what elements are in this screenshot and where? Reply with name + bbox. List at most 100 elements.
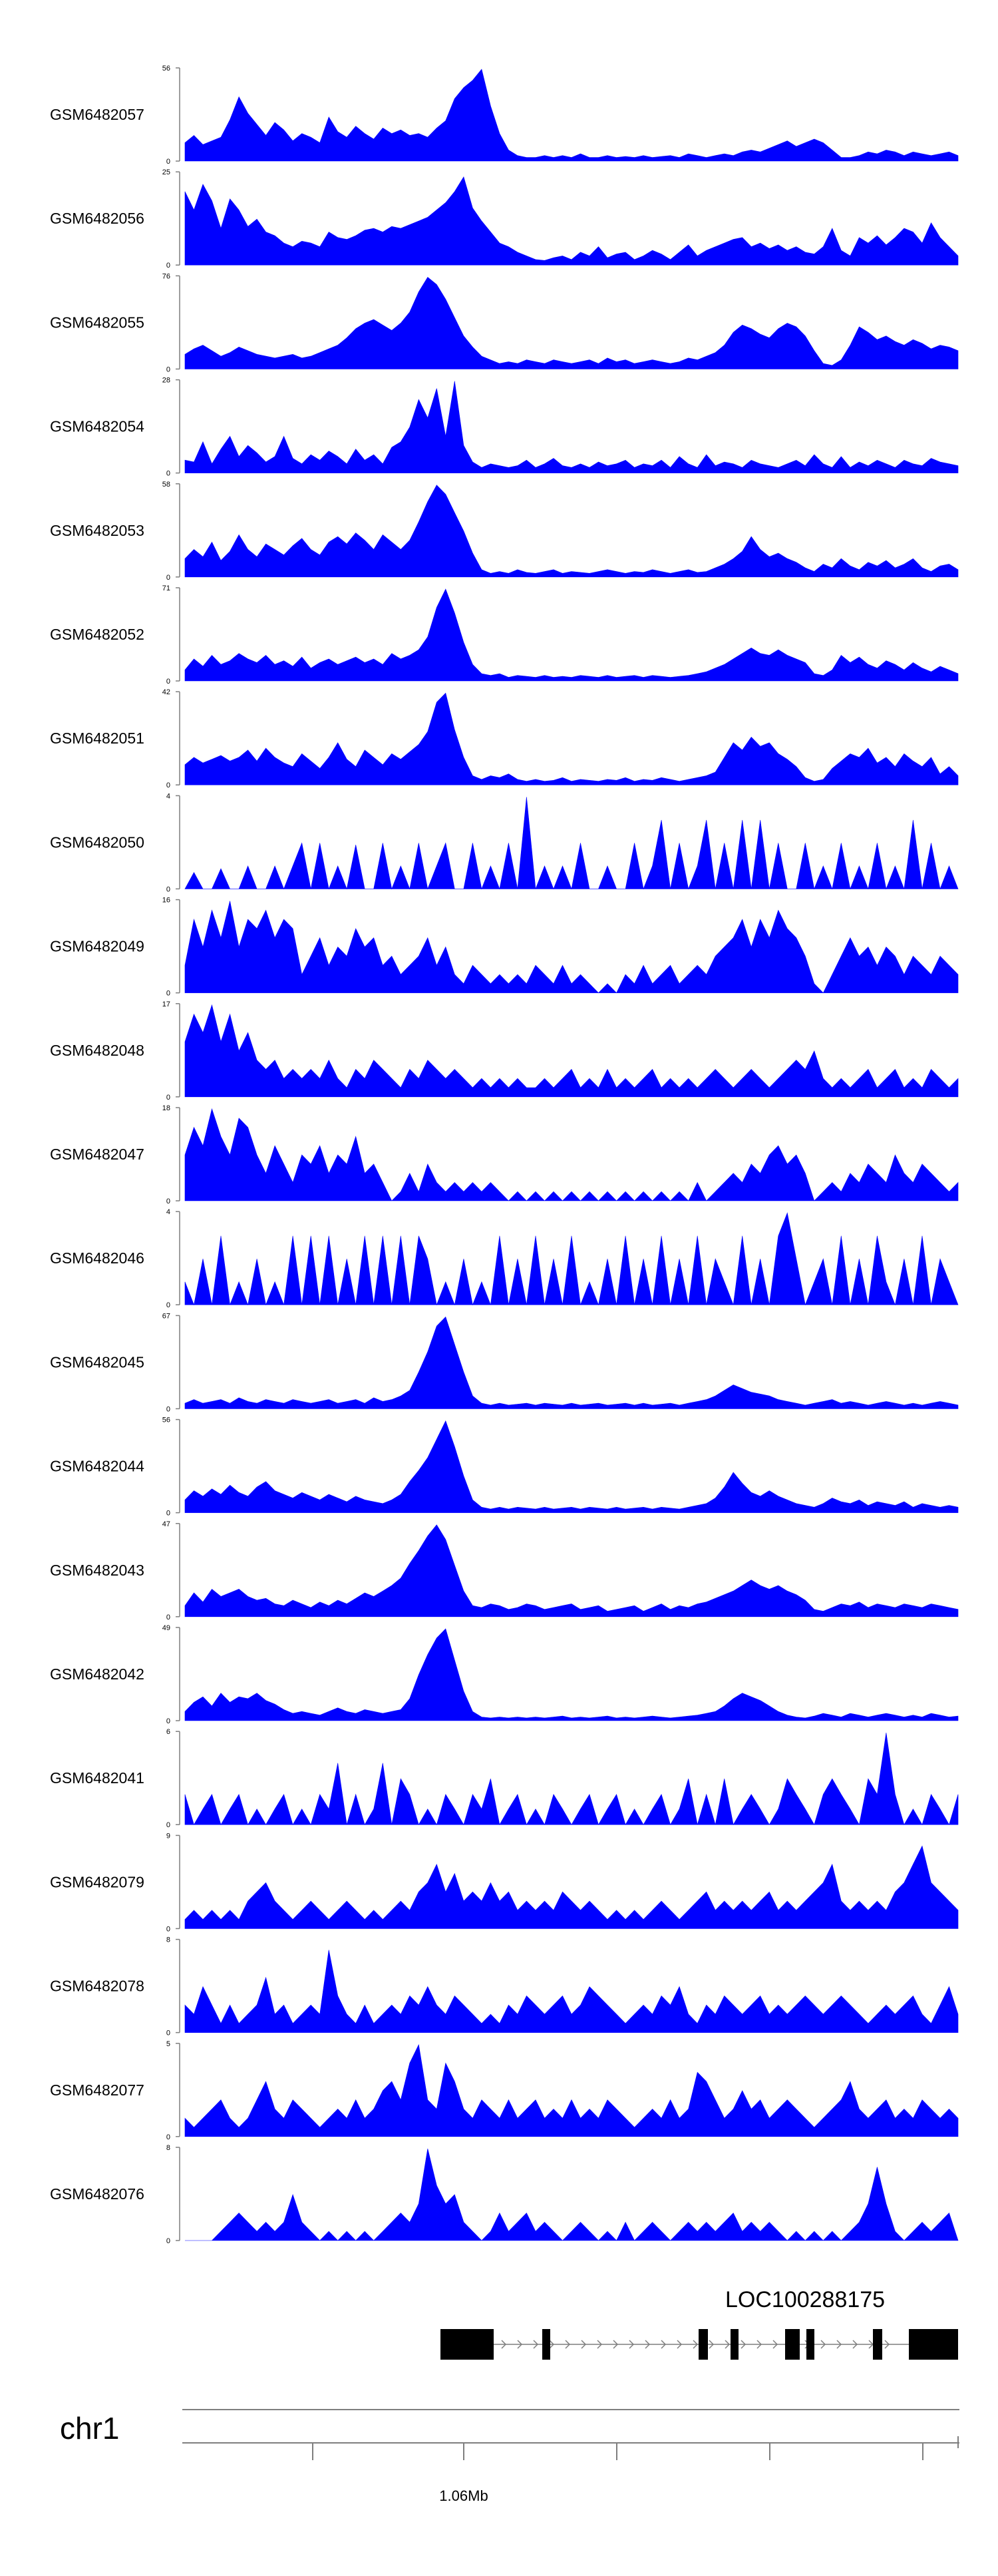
strand-arrow bbox=[517, 2340, 523, 2349]
track-label: GSM6482050 bbox=[50, 833, 144, 851]
track-y-min-label: 0 bbox=[166, 1821, 170, 1829]
track-GSM6482054: GSM6482054 28 0 bbox=[50, 377, 959, 478]
track-y-min-label: 0 bbox=[166, 1405, 170, 1413]
gene-track: LOC100288175 bbox=[440, 2287, 958, 2360]
coverage-area bbox=[184, 901, 959, 994]
strand-arrow bbox=[501, 2340, 507, 2349]
strand-arrow bbox=[756, 2340, 762, 2349]
track-y-max-label: 67 bbox=[162, 1312, 170, 1320]
track-y-max-label: 56 bbox=[162, 1416, 170, 1424]
track-GSM6482077: GSM6482077 5 0 bbox=[50, 2040, 959, 2141]
strand-arrow bbox=[884, 2340, 890, 2349]
strand-arrow bbox=[645, 2340, 651, 2349]
track-y-min-label: 0 bbox=[166, 885, 170, 893]
strand-arrow bbox=[549, 2340, 555, 2349]
strand-arrow bbox=[661, 2340, 667, 2349]
track-y-max-label: 5 bbox=[166, 2040, 170, 2048]
chromosome-label: chr1 bbox=[60, 2411, 119, 2446]
gene-name: LOC100288175 bbox=[725, 2287, 885, 2312]
track-GSM6482043: GSM6482043 47 0 bbox=[50, 1520, 959, 1621]
track-y-min-label: 0 bbox=[166, 158, 170, 166]
track-GSM6482076: GSM6482076 8 0 bbox=[50, 2144, 959, 2245]
track-y-max-label: 76 bbox=[162, 272, 170, 280]
track-y-max-label: 8 bbox=[166, 2144, 170, 2152]
track-y-max-label: 58 bbox=[162, 481, 170, 489]
coverage-area bbox=[184, 1004, 959, 1098]
track-label: GSM6482052 bbox=[50, 626, 144, 643]
gene-exon bbox=[806, 2329, 814, 2360]
coverage-area bbox=[184, 176, 959, 266]
track-y-min-label: 0 bbox=[166, 2030, 170, 2038]
track-GSM6482045: GSM6482045 67 0 bbox=[50, 1312, 959, 1413]
track-y-max-label: 49 bbox=[162, 1624, 170, 1632]
track-GSM6482052: GSM6482052 71 0 bbox=[50, 584, 959, 686]
track-label: GSM6482043 bbox=[50, 1562, 144, 1579]
coverage-area bbox=[184, 797, 959, 890]
track-y-min-label: 0 bbox=[166, 2237, 170, 2245]
strand-arrow bbox=[565, 2340, 571, 2349]
track-GSM6482050: GSM6482050 4 0 bbox=[50, 792, 959, 893]
track-label: GSM6482045 bbox=[50, 1353, 144, 1371]
track-label: GSM6482042 bbox=[50, 1665, 144, 1683]
track-y-max-label: 4 bbox=[166, 1208, 170, 1216]
gene-exon bbox=[731, 2329, 739, 2360]
coverage-area bbox=[184, 692, 959, 785]
track-label: GSM6482057 bbox=[50, 106, 144, 123]
track-label: GSM6482041 bbox=[50, 1769, 144, 1787]
gene-model bbox=[440, 2329, 958, 2360]
track-y-min-label: 0 bbox=[166, 470, 170, 478]
track-GSM6482048: GSM6482048 17 0 bbox=[50, 1000, 959, 1102]
track-y-min-label: 0 bbox=[166, 365, 170, 373]
track-y-max-label: 17 bbox=[162, 1000, 170, 1008]
track-label: GSM6482077 bbox=[50, 2081, 144, 2099]
track-GSM6482053: GSM6482053 58 0 bbox=[50, 481, 959, 582]
track-y-max-label: 25 bbox=[162, 168, 170, 176]
gene-exon bbox=[873, 2329, 882, 2360]
coverage-area bbox=[184, 1212, 959, 1306]
strand-arrow bbox=[629, 2340, 635, 2349]
track-label: GSM6482046 bbox=[50, 1249, 144, 1267]
track-y-min-label: 0 bbox=[166, 1613, 170, 1621]
track-label: GSM6482048 bbox=[50, 1042, 144, 1059]
strand-arrow bbox=[725, 2340, 731, 2349]
track-y-max-label: 28 bbox=[162, 377, 170, 385]
coverage-area bbox=[184, 1524, 959, 1617]
track-y-min-label: 0 bbox=[166, 1197, 170, 1205]
strand-arrow bbox=[693, 2340, 699, 2349]
track-label: GSM6482055 bbox=[50, 314, 144, 331]
coverage-area bbox=[184, 1316, 959, 1409]
track-y-min-label: 0 bbox=[166, 1717, 170, 1725]
strand-arrow bbox=[533, 2340, 539, 2349]
track-y-min-label: 0 bbox=[166, 2133, 170, 2141]
coverage-area bbox=[184, 1108, 959, 1201]
coverage-area bbox=[184, 1420, 959, 1513]
track-y-max-label: 42 bbox=[162, 688, 170, 696]
track-GSM6482055: GSM6482055 76 0 bbox=[50, 272, 959, 373]
track-y-min-label: 0 bbox=[166, 781, 170, 789]
track-y-max-label: 9 bbox=[166, 1832, 170, 1840]
track-GSM6482078: GSM6482078 8 0 bbox=[50, 1936, 959, 2038]
track-label: GSM6482054 bbox=[50, 418, 144, 435]
track-GSM6482051: GSM6482051 42 0 bbox=[50, 688, 959, 789]
track-GSM6482047: GSM6482047 18 0 bbox=[50, 1104, 959, 1205]
track-label: GSM6482053 bbox=[50, 522, 144, 539]
track-y-min-label: 0 bbox=[166, 990, 170, 998]
track-label: GSM6482047 bbox=[50, 1146, 144, 1163]
track-label: GSM6482049 bbox=[50, 938, 144, 955]
track-GSM6482049: GSM6482049 16 0 bbox=[50, 897, 959, 998]
track-GSM6482056: GSM6482056 25 0 bbox=[50, 168, 959, 270]
strand-arrow bbox=[597, 2340, 603, 2349]
track-label: GSM6482079 bbox=[50, 1873, 144, 1890]
strand-arrow bbox=[741, 2340, 747, 2349]
strand-arrow bbox=[772, 2340, 778, 2349]
track-y-max-label: 8 bbox=[166, 1936, 170, 1944]
track-y-max-label: 18 bbox=[162, 1104, 170, 1112]
strand-arrow bbox=[836, 2340, 842, 2349]
track-GSM6482046: GSM6482046 4 0 bbox=[50, 1208, 959, 1309]
coverage-area bbox=[184, 1628, 959, 1721]
track-y-max-label: 4 bbox=[166, 792, 170, 800]
track-y-max-label: 56 bbox=[162, 65, 170, 73]
strand-arrow bbox=[852, 2340, 858, 2349]
track-label: GSM6482056 bbox=[50, 210, 144, 227]
